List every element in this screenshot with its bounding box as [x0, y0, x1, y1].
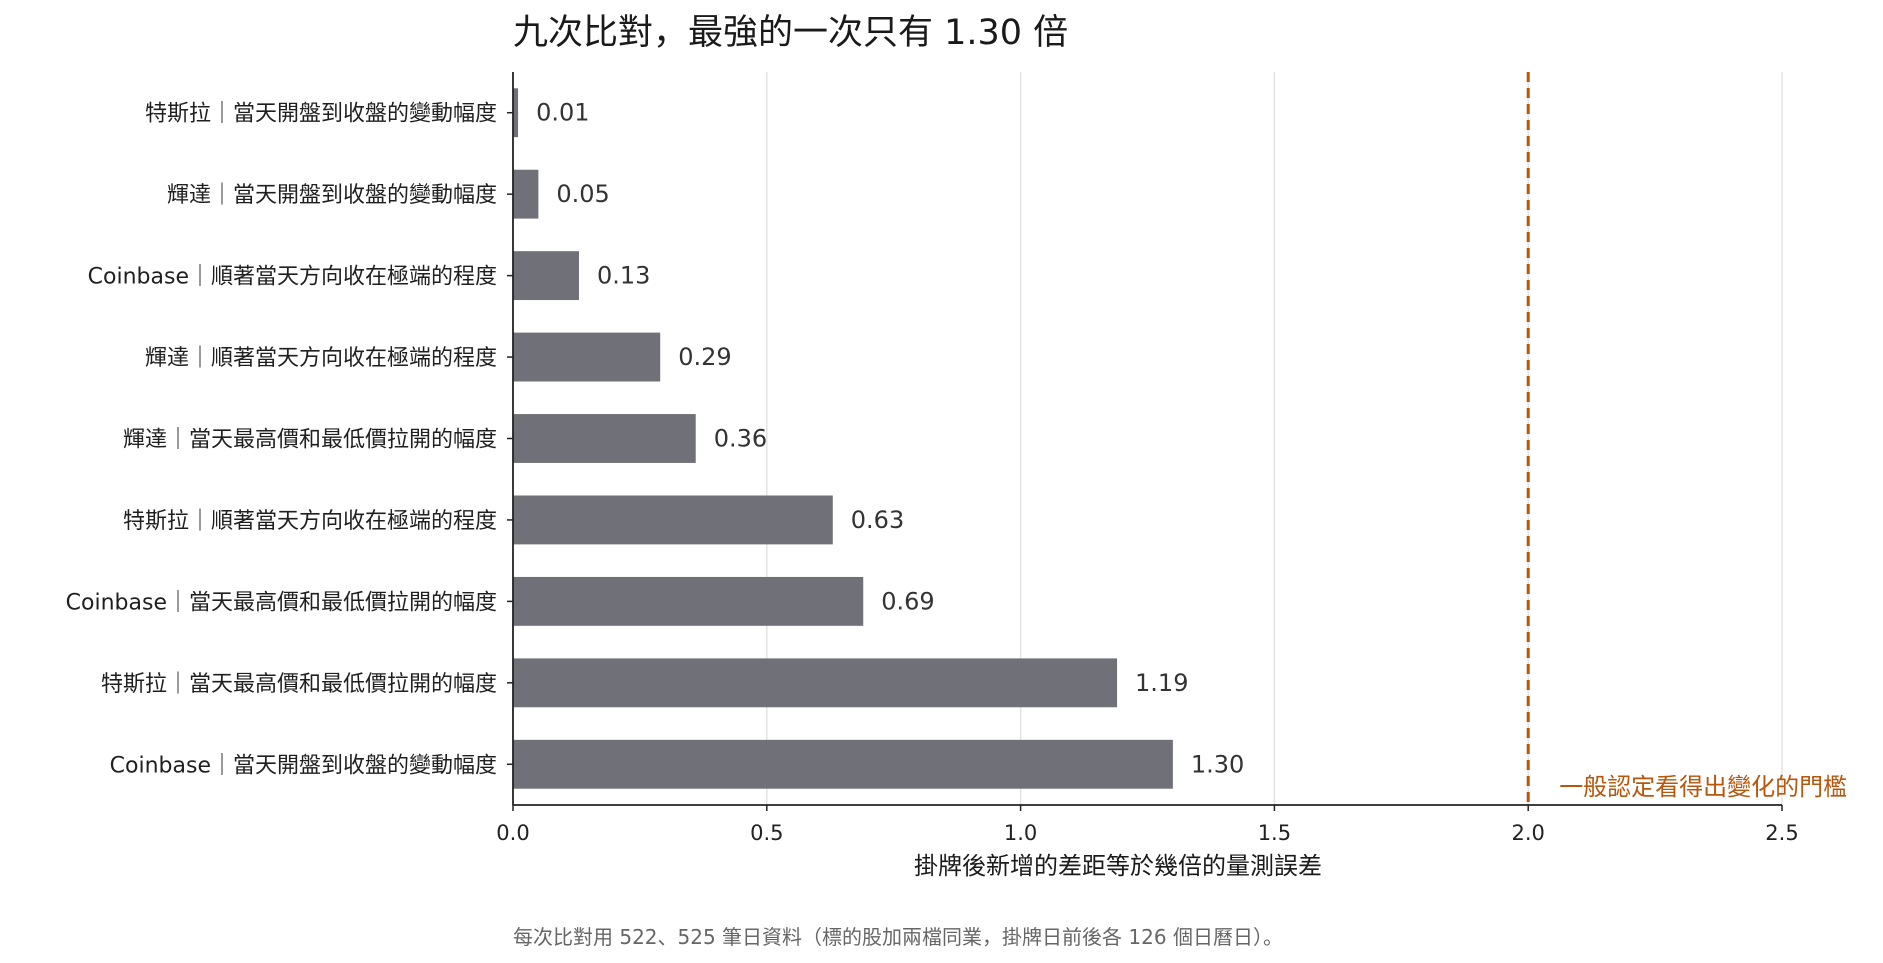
x-tick-label: 1.0: [1004, 821, 1037, 845]
category-label: Coinbase｜當天最高價和最低價拉開的幅度: [66, 590, 497, 615]
bar: [513, 495, 833, 545]
x-tick-label: 0.0: [496, 821, 529, 845]
value-label: 0.13: [597, 262, 650, 290]
x-tick-label: 2.0: [1511, 821, 1544, 845]
bar: [513, 739, 1173, 789]
category-label: 輝達｜當天開盤到收盤的變動幅度: [167, 183, 497, 208]
category-label: 特斯拉｜當天最高價和最低價拉開的幅度: [101, 672, 497, 697]
value-label: 1.19: [1135, 669, 1188, 697]
bar: [513, 251, 579, 301]
x-axis-label: 掛牌後新增的差距等於幾倍的量測誤差: [914, 852, 1322, 880]
threshold-label: 一般認定看得出變化的門檻: [1559, 773, 1847, 801]
bar: [513, 576, 864, 626]
category-label: 特斯拉｜當天開盤到收盤的變動幅度: [145, 102, 497, 127]
value-label: 0.63: [851, 506, 904, 534]
value-label: 0.01: [536, 99, 589, 127]
axes: [507, 72, 1783, 811]
category-label: 輝達｜當天最高價和最低價拉開的幅度: [123, 428, 497, 453]
bars: [513, 88, 1173, 789]
bar: [513, 658, 1118, 708]
value-labels: 0.01 0.05 0.13 0.29 0.36 0.63 0.69 1.19 1.30: [536, 99, 1244, 779]
x-tick-label: 1.5: [1258, 821, 1291, 845]
bar: [513, 332, 661, 382]
category-label: Coinbase｜當天開盤到收盤的變動幅度: [110, 753, 497, 778]
x-tick-label: 2.5: [1765, 821, 1798, 845]
category-label: Coinbase｜順著當天方向收在極端的程度: [88, 265, 497, 290]
value-label: 0.36: [714, 425, 767, 453]
category-label: 輝達｜順著當天方向收在極端的程度: [145, 346, 497, 371]
x-tick-labels: 0.0 0.5 1.0 1.5 2.0 2.5: [496, 821, 1798, 845]
bar: [513, 169, 539, 219]
value-label: 0.69: [881, 587, 934, 615]
category-label: 特斯拉｜順著當天方向收在極端的程度: [123, 509, 497, 534]
x-tick-label: 0.5: [750, 821, 783, 845]
chart-title: 九次比對，最強的一次只有 1.30 倍: [513, 13, 1068, 53]
bar: [513, 414, 696, 463]
value-label: 0.05: [556, 180, 609, 208]
value-label: 0.29: [678, 343, 731, 371]
bar: [513, 88, 519, 138]
value-label: 1.30: [1191, 750, 1244, 778]
threshold-group: 一般認定看得出變化的門檻: [1526, 72, 1847, 805]
footnote: 每次比對用 522、525 筆日資料（標的股加兩檔同業，掛牌日前後各 126 個…: [513, 925, 1283, 949]
